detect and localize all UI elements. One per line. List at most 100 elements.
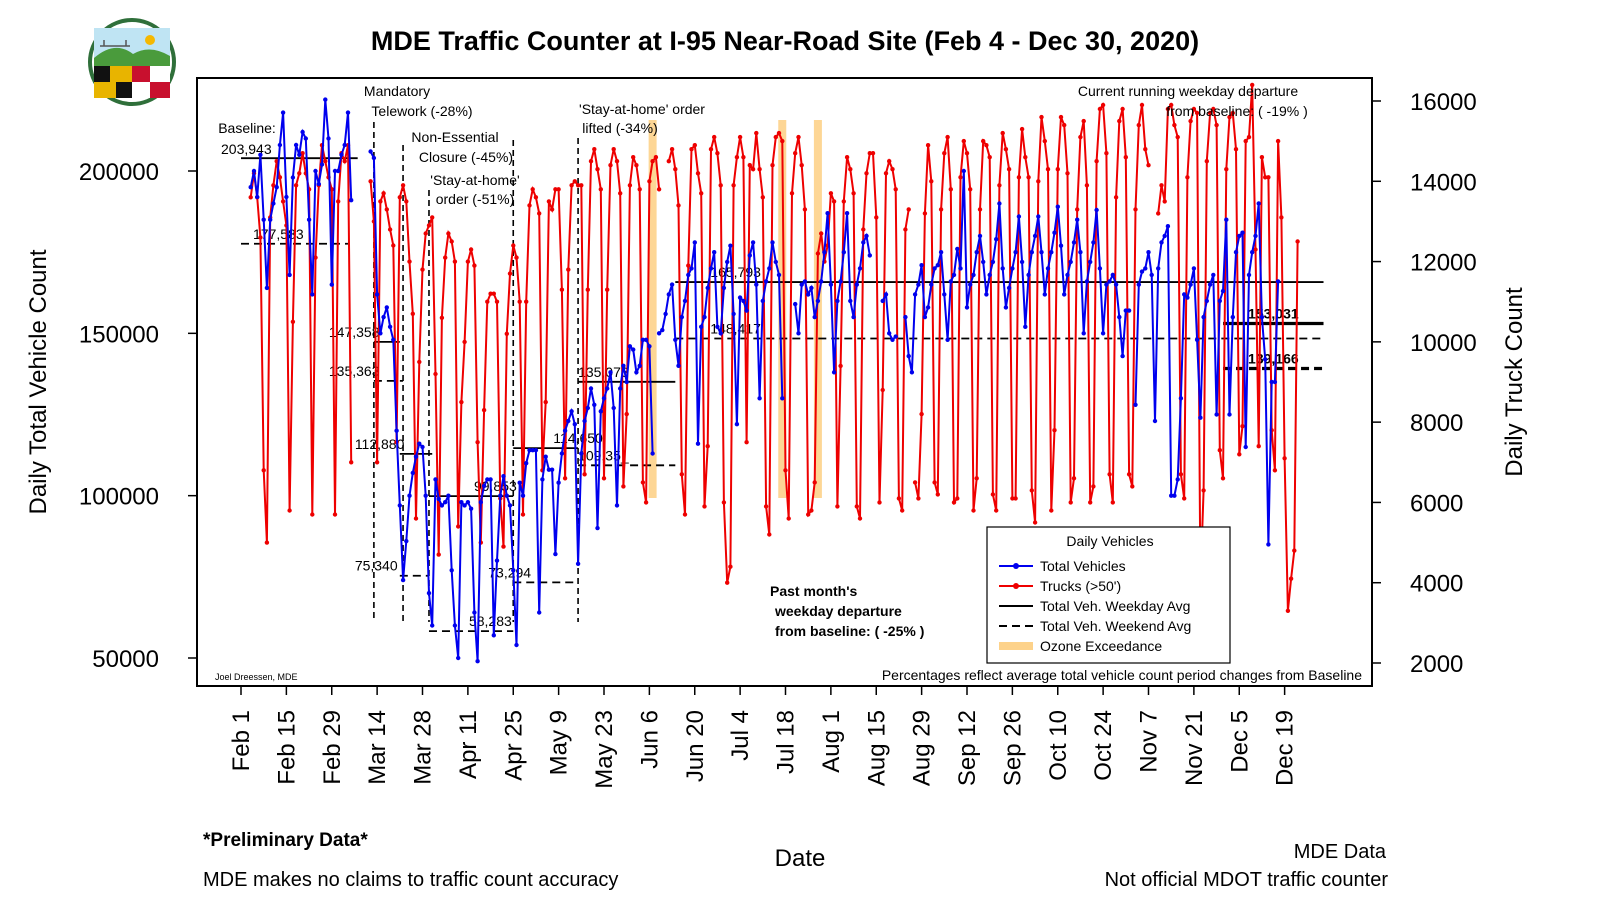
- trucks-point: [293, 183, 299, 188]
- trucks-point: [1266, 175, 1271, 180]
- legend-entry-weekday-avg: Total Veh. Weekday Avg: [999, 598, 1190, 614]
- total-vehicles-point: [825, 211, 830, 216]
- total-vehicles-point: [514, 642, 519, 648]
- trucks-point: [812, 480, 817, 485]
- total-vehicles-point: [984, 292, 989, 297]
- total-vehicles-point: [1136, 282, 1142, 287]
- trucks-point: [1000, 130, 1005, 136]
- total-vehicles-point: [368, 149, 373, 154]
- x-axis-label: Date: [775, 845, 826, 872]
- total-vehicles-point: [673, 337, 678, 342]
- trucks-point: [686, 263, 691, 268]
- total-vehicles-point: [682, 298, 688, 304]
- total-vehicles-point: [1081, 331, 1086, 336]
- total-vehicles-point: [1003, 305, 1009, 310]
- trucks-point: [1240, 424, 1245, 429]
- trucks-point: [669, 147, 675, 152]
- trucks-point: [789, 191, 795, 196]
- total-vehicles-point: [1042, 292, 1048, 297]
- total-vehicles-point: [974, 250, 979, 255]
- trucks-point: [491, 291, 496, 296]
- trucks-point: [705, 444, 710, 449]
- total-vehicles-point: [524, 461, 529, 466]
- non-essential-label-1: Non-Essential: [411, 129, 498, 145]
- total-vehicles-point: [679, 314, 684, 320]
- total-vehicles-point: [715, 324, 720, 329]
- total-vehicles-point: [349, 198, 354, 203]
- total-vehicles-point: [909, 370, 915, 375]
- trucks-point: [1130, 484, 1135, 489]
- legend-entry-ozone: Ozone Exceedance: [999, 638, 1162, 654]
- total-vehicles-point: [345, 110, 351, 115]
- trucks-point: [760, 195, 765, 200]
- trucks-point: [1211, 106, 1216, 112]
- x-tick-label: Apr 25: [500, 710, 527, 781]
- trucks-point: [300, 151, 305, 156]
- total-vehicles-point: [592, 402, 597, 407]
- trucks-point: [767, 532, 772, 537]
- non-essential-label-2: Closure (-45%): [419, 149, 513, 165]
- trucks-point: [1162, 199, 1167, 204]
- total-vehicles-point: [686, 272, 691, 278]
- total-vehicles-point: [1259, 314, 1265, 320]
- total-vehicles-point: [1062, 292, 1067, 297]
- trucks-point: [1217, 448, 1223, 453]
- trucks-point: [614, 159, 620, 164]
- total-vehicles-point: [566, 418, 571, 424]
- trucks-point: [1256, 444, 1261, 449]
- total-vehicles-point: [997, 201, 1002, 206]
- trucks-point: [426, 223, 432, 228]
- trucks-point: [1156, 211, 1161, 216]
- trucks-point: [718, 183, 723, 188]
- trucks-point: [925, 143, 931, 148]
- total-vehicles-point: [1075, 217, 1080, 222]
- total-vehicles-point: [747, 253, 752, 258]
- total-vehicles-point: [488, 477, 493, 482]
- trucks-point: [1295, 239, 1300, 244]
- total-vehicles-point: [935, 263, 940, 268]
- trucks-point: [1036, 179, 1041, 184]
- trucks-point: [900, 508, 905, 513]
- x-tick-label: Sep 12: [954, 710, 981, 786]
- trucks-point: [562, 476, 568, 481]
- legend-title: Daily Vehicles: [1066, 533, 1153, 549]
- total-vehicles-point: [647, 344, 652, 349]
- trucks-point: [423, 231, 428, 236]
- trucks-point: [1272, 468, 1278, 473]
- total-vehicles-point: [1026, 272, 1031, 278]
- total-vehicles-point: [459, 500, 464, 505]
- trucks-point: [1230, 110, 1236, 116]
- trucks-point: [381, 191, 386, 196]
- total-vehicles-point: [880, 298, 885, 304]
- total-vehicles-point: [374, 292, 380, 297]
- total-vehicles-point: [1065, 272, 1070, 278]
- total-vehicles-point: [1272, 379, 1278, 385]
- trucks-point: [708, 147, 714, 152]
- total-vehicles-point: [1052, 230, 1057, 235]
- trucks-point: [313, 255, 318, 260]
- trucks-point: [647, 179, 652, 184]
- trucks-point: [627, 183, 633, 188]
- trucks-point: [1182, 496, 1187, 501]
- trucks-point: [261, 468, 266, 473]
- trucks-point: [517, 299, 522, 304]
- total-vehicles-point: [699, 324, 704, 329]
- total-vehicles-point: [1084, 279, 1090, 284]
- legend-label-trucks: Trucks (>50'): [1040, 578, 1121, 594]
- chart-title: MDE Traffic Counter at I-95 Near-Road Si…: [371, 26, 1199, 56]
- legend-entry-total-vehicles: Total Vehicles: [999, 558, 1126, 574]
- total-vehicles-point: [540, 477, 545, 482]
- total-vehicles-point: [575, 561, 581, 566]
- trucks-point: [601, 476, 607, 481]
- trucks-point: [737, 134, 743, 140]
- trucks-point: [1191, 106, 1197, 112]
- trucks-point: [666, 159, 671, 164]
- trucks-point: [750, 167, 756, 172]
- total-vehicles-point: [796, 331, 801, 336]
- trucks-point: [1279, 215, 1284, 220]
- mandatory-telework-label-1: Mandatory: [364, 83, 430, 99]
- trucks-point: [582, 472, 587, 477]
- trucks-point: [1201, 488, 1206, 493]
- total-vehicles-point: [1143, 266, 1148, 271]
- trucks-point: [1058, 114, 1064, 120]
